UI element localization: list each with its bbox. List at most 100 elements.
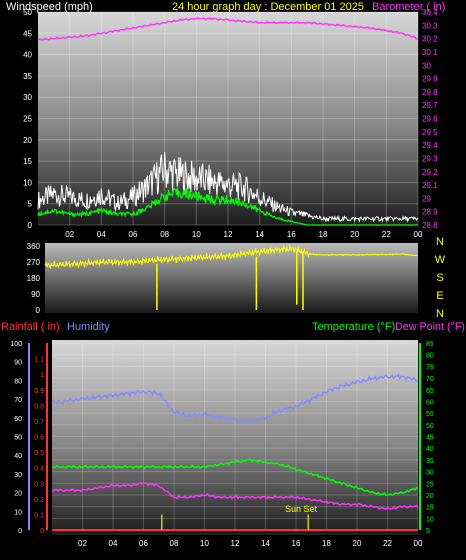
temperature-tick-label: 35 (426, 458, 434, 465)
wind-average-line (37, 187, 418, 226)
rainfall-tick-label: 1.1 (34, 357, 44, 364)
rainfall-tick-label: 1 (40, 372, 44, 379)
humidity-plot-area (52, 340, 418, 535)
barometer-tick-label: 29.8 (422, 88, 438, 97)
wind-x-tick-label: 08 (160, 230, 169, 239)
direction-tick-label: 180 (27, 274, 41, 283)
humidity-tick-label: 30 (14, 472, 22, 479)
direction-series (44, 244, 418, 310)
wind-x-tick-label: 12 (224, 230, 233, 239)
rainfall-tick-label: 0.1 (34, 512, 44, 519)
humidity-tick-label: 60 (14, 416, 22, 423)
wind-gust-line (37, 152, 419, 223)
humidity-tick-label: 80 (14, 378, 22, 385)
humidity-x-tick-label: 16 (292, 539, 301, 548)
barometer-axis-label: Barometer ( in) (372, 1, 445, 13)
humidity-x-tick-label: 06 (139, 539, 148, 548)
wind-tick-label: 25 (23, 115, 32, 124)
wind-tick-label: 5 (28, 200, 33, 209)
barometer-tick-label: 29 (422, 194, 431, 203)
rainfall-tick-label: 0.8 (34, 403, 44, 410)
temperature-tick-label: 30 (426, 470, 434, 477)
direction-tick-label: 360 (27, 242, 41, 251)
barometer-tick-label: 29.2 (422, 168, 438, 177)
wind-x-tick-label: 10 (192, 230, 201, 239)
humidity-x-tick-label: 00 (414, 539, 423, 548)
humidity-tick-label: 40 (14, 453, 22, 460)
wind-x-tick-label: 02 (65, 230, 74, 239)
rainfall-tick-label: 0.4 (34, 466, 44, 473)
humidity-x-tick-label: 02 (78, 539, 87, 548)
direction-plot-area (45, 243, 418, 313)
temperature-line (51, 458, 419, 497)
temperature-axis-label: Temperature (°F) (312, 321, 395, 333)
direction-tick-label: 90 (31, 290, 40, 299)
humidity-x-tick-label: 18 (322, 539, 331, 548)
humidity-line (51, 373, 419, 425)
sunset-label: Sun Set (285, 504, 318, 514)
humidity-x-tick-label: 20 (353, 539, 362, 548)
temperature-tick-label: 10 (426, 516, 434, 523)
rainfall-axis-label: Rainfall ( in) (1, 321, 60, 333)
wind-tick-label: 20 (23, 136, 32, 145)
rainfall-tick-label: 0.7 (34, 419, 44, 426)
wind-tick-label: 15 (23, 157, 32, 166)
humidity-x-tick-label: 08 (170, 539, 179, 548)
temperature-tick-label: 65 (426, 388, 434, 395)
wind-x-tick-label: 18 (319, 230, 328, 239)
barometer-tick-label: 30.1 (422, 48, 438, 57)
wind-tick-label: 35 (23, 72, 32, 81)
barometer-tick-label: 30.2 (422, 35, 438, 44)
barometer-tick-label: 29.7 (422, 101, 438, 110)
barometer-line (37, 17, 419, 41)
wind-axis-ticks: 0 5 10 15 20 25 30 35 40 45 50 28.8 28.9 29 29.1 29.2 29… (23, 8, 438, 239)
humidity-tick-label: 50 (14, 435, 22, 442)
temperature-tick-label: 70 (426, 376, 434, 383)
humidity-tick-label: 0 (18, 528, 22, 535)
wind-direction-line (44, 244, 418, 269)
temperature-tick-label: 50 (426, 423, 434, 430)
wind-tick-label: 10 (23, 178, 32, 187)
direction-letter: N (436, 308, 444, 320)
temperature-tick-label: 45 (426, 435, 434, 442)
wind-axis-label: Windspeed (mph) (6, 1, 93, 13)
wind-tick-label: 40 (23, 51, 32, 60)
barometer-tick-label: 29.9 (422, 75, 438, 84)
direction-letter: W (435, 254, 446, 266)
barometer-tick-label: 29.4 (422, 141, 438, 150)
barometer-tick-label: 28.9 (422, 208, 438, 217)
temperature-tick-label: 15 (426, 505, 434, 512)
rainfall-tick-label: 0 (40, 528, 44, 535)
wind-x-tick-label: 22 (382, 230, 391, 239)
barometer-tick-label: 29.6 (422, 115, 438, 124)
barometer-tick-label: 28.8 (422, 221, 438, 230)
humidity-x-tick-label: 22 (383, 539, 392, 548)
wind-x-tick-label: 06 (129, 230, 138, 239)
humidity-axis-ticks: 010203040506070809010000.10.20.30.40.50.… (10, 341, 434, 548)
humidity-axis-label: Humidity (67, 321, 110, 333)
rainfall-tick-label: 0.2 (34, 497, 44, 504)
direction-letter: E (436, 290, 443, 302)
barometer-tick-label: 29.5 (422, 128, 438, 137)
direction-tick-label: 270 (27, 258, 41, 267)
direction-tick-label: 0 (36, 306, 41, 315)
temperature-tick-label: 55 (426, 411, 434, 418)
humidity-x-tick-label: 14 (261, 539, 270, 548)
barometer-tick-label: 29.3 (422, 154, 438, 163)
direction-axis-ticks: 0 90 180 270 360 (27, 242, 41, 315)
wind-tick-label: 30 (23, 93, 32, 102)
humidity-x-tick-label: 04 (109, 539, 118, 548)
wind-grid (38, 11, 419, 226)
humidity-series (51, 373, 419, 531)
temperature-tick-label: 40 (426, 446, 434, 453)
humidity-x-tick-label: 12 (231, 539, 240, 548)
humidity-grid (52, 342, 419, 531)
wind-series (37, 17, 419, 226)
humidity-x-tick-label: 10 (200, 539, 209, 548)
rainfall-tick-label: 0.9 (34, 388, 44, 395)
wind-x-tick-label: 20 (350, 230, 359, 239)
rainfall-tick-label: 0.3 (34, 481, 44, 488)
wind-x-tick-label: 16 (287, 230, 296, 239)
